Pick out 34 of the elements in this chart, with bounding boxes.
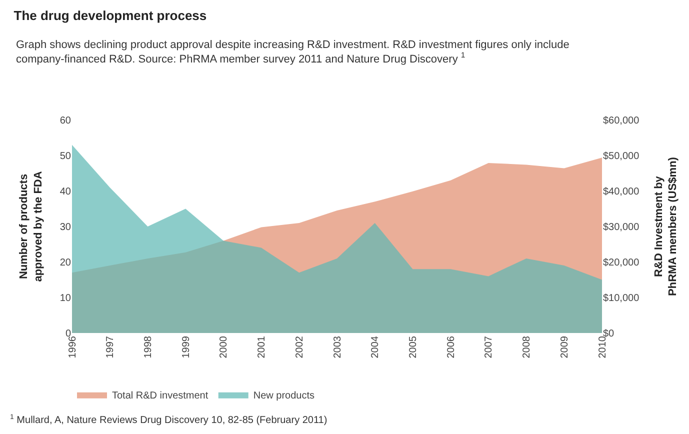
y-tick-label: 10 [60, 293, 72, 304]
y-tick-label: 60 [60, 116, 72, 126]
x-tick-label: 2001 [256, 336, 268, 358]
x-tick-label: 1999 [180, 336, 192, 358]
x-tick-label: 2006 [446, 336, 457, 358]
y2-tick-label: $30,000 [603, 222, 640, 233]
y2-tick-label: $50,000 [603, 151, 640, 162]
x-tick-label: 2008 [522, 336, 533, 358]
y-tick-label: 40 [60, 186, 72, 198]
x-tick-label: 2004 [370, 336, 382, 358]
y-tick-label: 50 [60, 151, 72, 162]
y2-tick-label: $60,000 [603, 116, 640, 126]
x-tick-label: 2009 [559, 336, 570, 358]
y2-tick-label: $0 [603, 328, 615, 340]
y2-tick-label: $20,000 [603, 258, 640, 268]
x-tick-label: 2002 [294, 336, 306, 358]
legend-label: New products [253, 390, 315, 402]
x-tick-label: 1996 [67, 336, 78, 358]
y-tick-label: 20 [60, 258, 72, 268]
x-tick-label: 1997 [105, 336, 116, 358]
x-tick-label: 2000 [218, 336, 230, 358]
chart-title: The drug development process [14, 8, 207, 23]
y2-tick-label: $10,000 [603, 293, 640, 304]
y2-axis-title: R&D Investment by PhRMA members (US$mn) [652, 156, 680, 296]
y-axis-title: Number of products approved by the FDA [18, 171, 45, 282]
x-tick-label: 1998 [142, 336, 154, 358]
x-tick-label: 2003 [332, 336, 344, 358]
y-tick-label: 30 [60, 222, 72, 233]
legend-label: Total R&D investment [112, 390, 208, 402]
x-tick-label: 2007 [484, 336, 495, 358]
chart-subtitle: Graph shows declining product approval despite increasing R&D investment. R&D investment figures only include company-financed R&D. Source: PhRMA member survey 2011 and Nature Drug Discovery $^{1}$ [16, 39, 570, 66]
y2-tick-label: $40,000 [603, 186, 640, 198]
text: $^{1}$ Mullard, A, Nature Reviews Drug Discovery 10, 82-85 (February 2011) [10, 414, 328, 426]
x-tick-label: 2005 [408, 336, 419, 358]
